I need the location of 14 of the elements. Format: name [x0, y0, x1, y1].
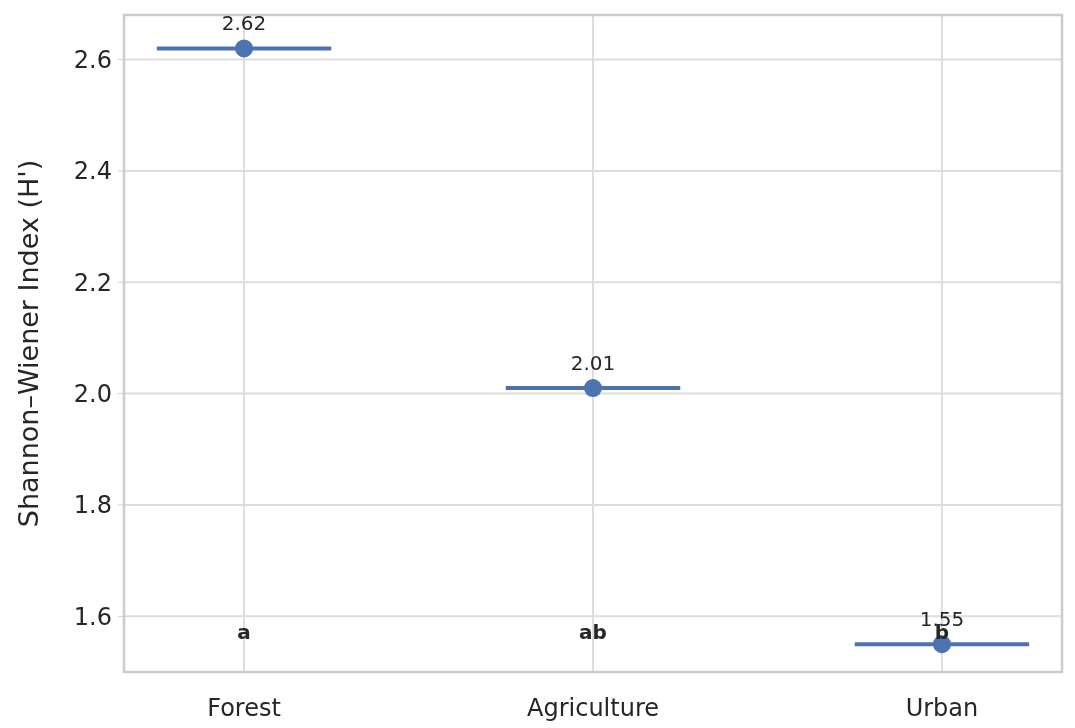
y-tick-label: 1.6 [73, 602, 112, 631]
annotation: a [237, 620, 251, 644]
x-tick-label: Urban [905, 694, 979, 722]
y-tick-label: 2.6 [73, 45, 112, 74]
annotation: 2.62 [221, 11, 267, 36]
annotation: 2.01 [570, 351, 616, 376]
x-tick-label: Agriculture [527, 694, 659, 722]
y-tick-label: 2.0 [73, 380, 112, 409]
annotation: ab [579, 620, 607, 644]
x-tick-label: Forest [207, 694, 281, 722]
y-tick-label: 2.2 [73, 268, 112, 297]
y-tick-label: 1.8 [73, 491, 112, 520]
y-axis-title: Shannon–Wiener Index (H') [13, 159, 44, 528]
y-tick-label: 2.4 [73, 157, 112, 186]
